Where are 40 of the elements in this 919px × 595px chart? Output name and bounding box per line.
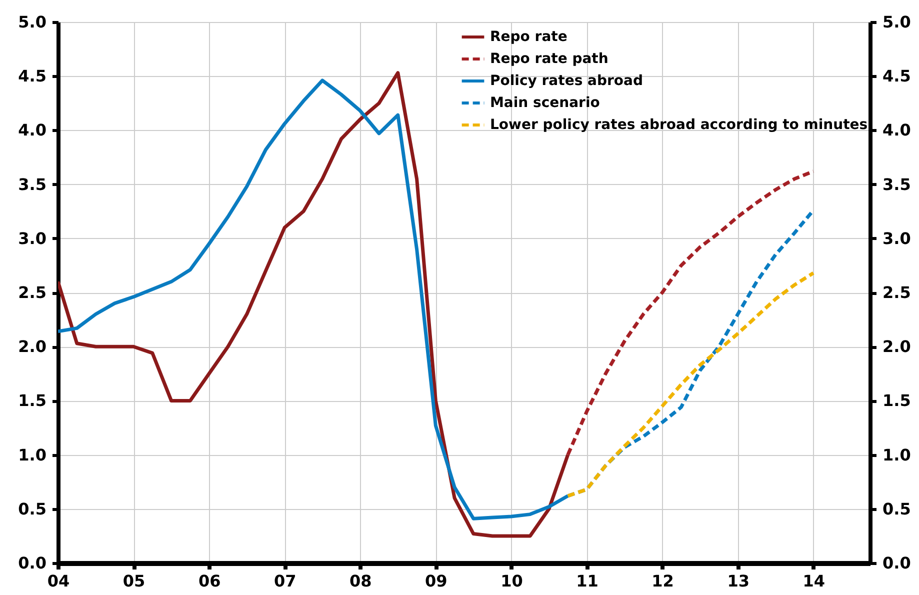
x-tick-label: 06 bbox=[198, 572, 221, 590]
x-tick-label: 08 bbox=[350, 572, 372, 590]
y2-tick-label: 0.0 bbox=[882, 554, 911, 572]
y-tick-label: 1.5 bbox=[18, 391, 46, 410]
legend-label: Policy rates abroad bbox=[490, 73, 643, 89]
y2-tick-label: 2.5 bbox=[882, 283, 911, 302]
y-tick-label: 2.0 bbox=[18, 337, 46, 356]
y-tick-label: 1.0 bbox=[18, 445, 46, 464]
line-series bbox=[566, 170, 816, 457]
y2-tick-label: 1.0 bbox=[882, 445, 911, 464]
legend-label: Repo rate path bbox=[490, 51, 608, 67]
y2-tick-label: 4.5 bbox=[882, 66, 911, 86]
y-tick-label: 2.5 bbox=[18, 283, 46, 302]
y-tick-label: 5.0 bbox=[18, 12, 46, 32]
line-series bbox=[566, 271, 816, 498]
x-tick-label: 11 bbox=[576, 572, 598, 590]
y2-tick-label: 3.0 bbox=[882, 228, 911, 248]
x-tick-label: 12 bbox=[652, 572, 674, 590]
y2-tick-label: 2.0 bbox=[882, 337, 911, 356]
x-tick-label: 05 bbox=[122, 572, 146, 590]
y2-tick-label: 0.5 bbox=[882, 499, 911, 518]
y2-tick-label: 4.0 bbox=[882, 120, 911, 140]
legend-label: Main scenario bbox=[490, 95, 600, 111]
legend-label: Lower policy rates abroad according to minutes bbox=[490, 117, 868, 133]
x-tick-label: 14 bbox=[802, 572, 825, 590]
x-tick-label: 09 bbox=[425, 572, 448, 590]
x-tick-label: 10 bbox=[500, 572, 523, 590]
y-tick-label: 4.5 bbox=[18, 66, 46, 86]
y-tick-label: 3.0 bbox=[18, 228, 46, 248]
y2-tick-label: 1.5 bbox=[882, 391, 911, 410]
x-tick-label: 04 bbox=[47, 572, 70, 590]
y-tick-label: 4.0 bbox=[18, 120, 46, 140]
y2-tick-label: 5.0 bbox=[882, 12, 911, 32]
y-tick-label: 3.5 bbox=[18, 174, 46, 194]
x-tick-label: 07 bbox=[274, 572, 296, 590]
y-tick-label: 0.0 bbox=[18, 554, 46, 572]
y-tick-label: 0.5 bbox=[18, 499, 46, 518]
legend-label: Repo rate bbox=[490, 29, 568, 45]
y2-tick-label: 3.5 bbox=[882, 174, 911, 194]
x-tick-label: 13 bbox=[727, 572, 750, 590]
